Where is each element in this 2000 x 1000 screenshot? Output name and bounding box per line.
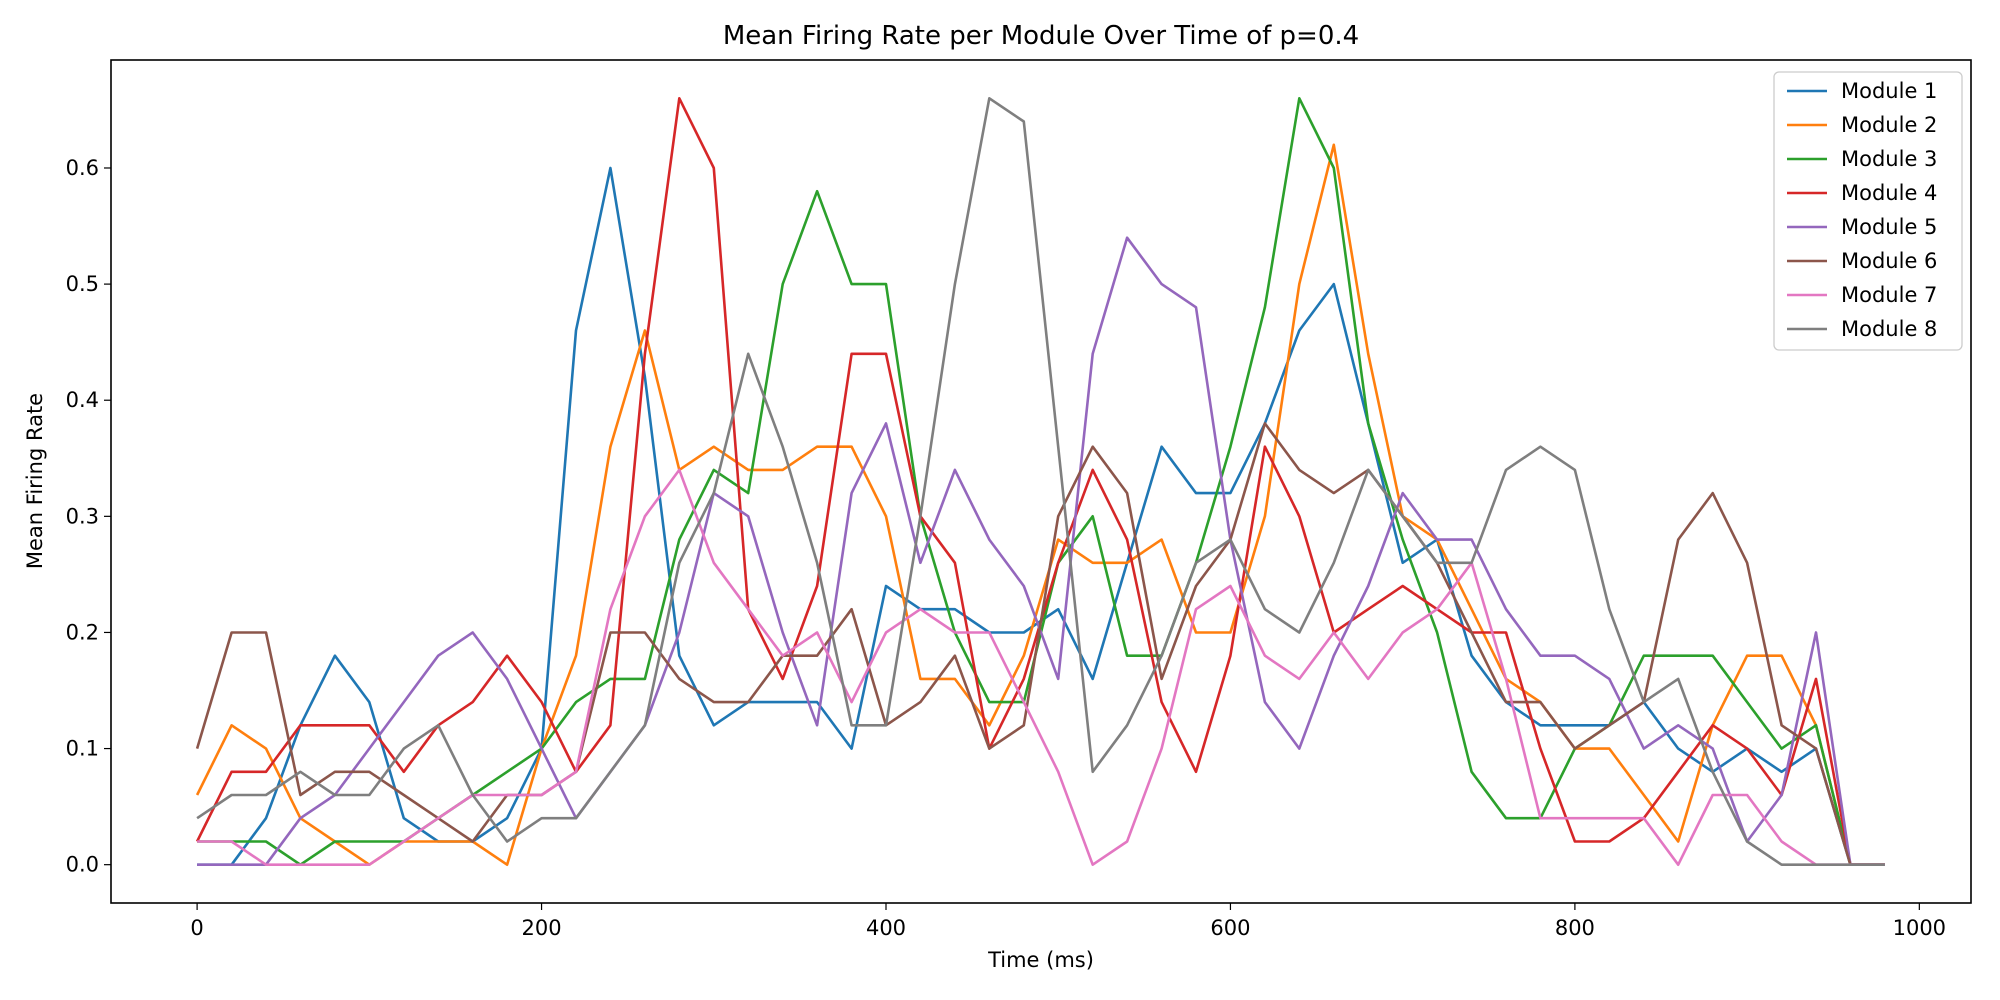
x-axis-ticks: 0 200 400 600 800 1000 <box>190 903 1946 940</box>
y-axis-ticks: 0.0 0.1 0.2 0.3 0.4 0.5 0.6 <box>66 156 111 877</box>
legend-label-module-1: Module 1 <box>1841 79 1937 103</box>
series-line-module-8 <box>196 97 1885 867</box>
legend: Module 1 Module 2 Module 3 Module 4 Module 5… <box>1773 71 1963 351</box>
legend-label-module-6: Module 6 <box>1841 249 1937 273</box>
chart-title: Mean Firing Rate per Module Over Time of… <box>723 21 1359 51</box>
y-tick-label: 0.3 <box>66 504 99 528</box>
series-line-module-7 <box>197 468 1885 867</box>
legend-label-module-8: Module 8 <box>1841 317 1937 341</box>
series-line-module-2 <box>195 143 1885 867</box>
y-tick-label: 0.5 <box>66 272 99 296</box>
y-tick-label: 0.6 <box>66 156 99 180</box>
x-tick-label: 800 <box>1555 916 1595 940</box>
legend-label-module-2: Module 2 <box>1841 113 1937 137</box>
series-line-module-6 <box>195 422 1885 867</box>
x-axis-label: Time (ms) <box>987 948 1094 972</box>
legend-label-module-5: Module 5 <box>1841 215 1937 239</box>
legend-label-module-3: Module 3 <box>1841 147 1937 171</box>
x-tick-label: 200 <box>522 916 562 940</box>
y-tick-label: 0.2 <box>66 620 99 644</box>
x-tick-label: 600 <box>1210 916 1250 940</box>
y-tick-label: 0.1 <box>66 737 99 761</box>
plot-area <box>110 59 1972 904</box>
y-axis-label: Mean Firing Rate <box>23 393 47 569</box>
y-tick-label: 0.4 <box>66 388 99 412</box>
legend-label-module-7: Module 7 <box>1841 283 1937 307</box>
x-tick-label: 400 <box>866 916 906 940</box>
series-line-module-5 <box>197 236 1885 867</box>
x-tick-label: 0 <box>190 916 203 940</box>
series-group <box>195 97 1885 867</box>
legend-label-module-4: Module 4 <box>1841 181 1937 205</box>
legend-box <box>1773 71 1963 351</box>
x-tick-label: 1000 <box>1893 916 1946 940</box>
y-tick-label: 0.0 <box>66 853 99 877</box>
